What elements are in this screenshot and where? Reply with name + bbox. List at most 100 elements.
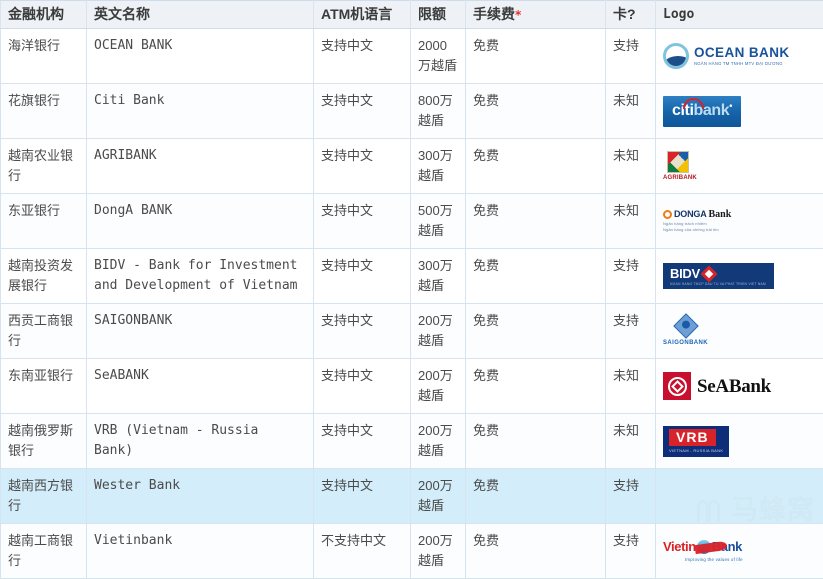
cell-card: 支持 bbox=[606, 304, 656, 359]
org-name: 越南西方银行 bbox=[8, 478, 73, 513]
donga-circle-icon bbox=[663, 210, 672, 219]
atm-language: 支持中文 bbox=[321, 148, 373, 163]
eng-name: SeABANK bbox=[94, 368, 149, 383]
cell-card: 未知 bbox=[606, 84, 656, 139]
card-support: 支持 bbox=[613, 313, 639, 328]
column-header-fee[interactable]: 手续费* bbox=[466, 1, 606, 29]
table-row[interactable]: 越南工商银行Vietinbank不支持中文200万越盾免费支持VietinBan… bbox=[1, 524, 823, 579]
atm-language: 支持中文 bbox=[321, 368, 373, 383]
column-header-atm[interactable]: ATM机语言 bbox=[314, 1, 411, 29]
atm-language: 支持中文 bbox=[321, 423, 373, 438]
cell-org: 越南投资发展银行 bbox=[1, 249, 87, 304]
eng-name: Vietinbank bbox=[94, 533, 172, 548]
cell-atm: 支持中文 bbox=[314, 194, 411, 249]
withdraw-limit: 500万越盾 bbox=[418, 203, 453, 238]
column-header-limit[interactable]: 限额 bbox=[411, 1, 466, 29]
column-header-fee-label: 手续费 bbox=[473, 6, 515, 22]
eng-name: DongA BANK bbox=[94, 203, 172, 218]
column-header-limit-label: 限额 bbox=[418, 6, 446, 22]
cell-card: 未知 bbox=[606, 139, 656, 194]
saigonbank-wordmark: SAIGONBANK bbox=[663, 340, 708, 346]
cell-limit: 500万越盾 bbox=[411, 194, 466, 249]
org-name: 花旗银行 bbox=[8, 93, 60, 108]
cell-fee: 免费 bbox=[466, 139, 606, 194]
org-name: 越南俄罗斯银行 bbox=[8, 423, 73, 458]
cell-org: 越南工商银行 bbox=[1, 524, 87, 579]
cell-fee: 免费 bbox=[466, 304, 606, 359]
table-header: 金融机构 英文名称 ATM机语言 限额 手续费* 卡? Logo bbox=[1, 1, 823, 29]
column-header-logo[interactable]: Logo bbox=[656, 1, 823, 29]
cell-limit: 800万越盾 bbox=[411, 84, 466, 139]
cell-org: 越南俄罗斯银行 bbox=[1, 414, 87, 469]
column-header-eng[interactable]: 英文名称 bbox=[87, 1, 314, 29]
cell-org: 东亚银行 bbox=[1, 194, 87, 249]
service-fee: 免费 bbox=[473, 93, 499, 108]
donga-tagline-2: Ngân hàng của những trải tim bbox=[663, 228, 731, 232]
bidv-diamond-icon bbox=[700, 265, 717, 282]
service-fee: 免费 bbox=[473, 533, 499, 548]
cell-card: 支持 bbox=[606, 29, 656, 84]
vrb-band-icon: VRB bbox=[669, 429, 716, 446]
agribank-square-icon bbox=[667, 151, 689, 173]
citi-arc-icon bbox=[683, 98, 704, 109]
service-fee: 免费 bbox=[473, 38, 499, 53]
cell-logo bbox=[656, 469, 823, 524]
org-name: 东南亚银行 bbox=[8, 368, 73, 383]
cell-fee: 免费 bbox=[466, 29, 606, 84]
agribank-logo: AGRIBANK bbox=[663, 146, 815, 186]
cell-eng: SAIGONBANK bbox=[87, 304, 314, 359]
withdraw-limit: 200万越盾 bbox=[418, 533, 453, 568]
cell-org: 花旗银行 bbox=[1, 84, 87, 139]
withdraw-limit: 200万越盾 bbox=[418, 368, 453, 403]
column-header-card[interactable]: 卡? bbox=[606, 1, 656, 29]
cell-limit: 200万越盾 bbox=[411, 414, 466, 469]
atm-language: 支持中文 bbox=[321, 478, 373, 493]
citibank-logo: citibank• bbox=[663, 91, 815, 131]
card-support: 未知 bbox=[613, 148, 639, 163]
vrb-wordmark: VRB bbox=[676, 429, 709, 445]
cell-fee: 免费 bbox=[466, 469, 606, 524]
seabank-logo: SeABank bbox=[663, 366, 815, 406]
column-header-org[interactable]: 金融机构 bbox=[1, 1, 87, 29]
cell-card: 未知 bbox=[606, 359, 656, 414]
atm-language: 支持中文 bbox=[321, 258, 373, 273]
header-row: 金融机构 英文名称 ATM机语言 限额 手续费* 卡? Logo bbox=[1, 1, 823, 29]
agribank-wordmark: AGRIBANK bbox=[663, 175, 697, 181]
cell-fee: 免费 bbox=[466, 414, 606, 469]
donga-wordmark: DONGA bbox=[674, 210, 707, 219]
card-support: 支持 bbox=[613, 38, 639, 53]
cell-logo: SAIGONBANK bbox=[656, 304, 823, 359]
service-fee: 免费 bbox=[473, 478, 499, 493]
org-name: 越南投资发展银行 bbox=[8, 258, 73, 293]
eng-name: AGRIBANK bbox=[94, 148, 157, 163]
seabank-badge-icon bbox=[663, 372, 691, 400]
cell-atm: 支持中文 bbox=[314, 414, 411, 469]
cell-org: 越南西方银行 bbox=[1, 469, 87, 524]
card-support: 未知 bbox=[613, 368, 639, 383]
service-fee: 免费 bbox=[473, 423, 499, 438]
cell-limit: 300万越盾 bbox=[411, 249, 466, 304]
cell-eng: AGRIBANK bbox=[87, 139, 314, 194]
org-name: 海洋银行 bbox=[8, 38, 60, 53]
cell-atm: 支持中文 bbox=[314, 84, 411, 139]
card-support: 未知 bbox=[613, 203, 639, 218]
cell-atm: 支持中文 bbox=[314, 359, 411, 414]
column-header-org-label: 金融机构 bbox=[8, 6, 64, 22]
cell-atm: 支持中文 bbox=[314, 469, 411, 524]
